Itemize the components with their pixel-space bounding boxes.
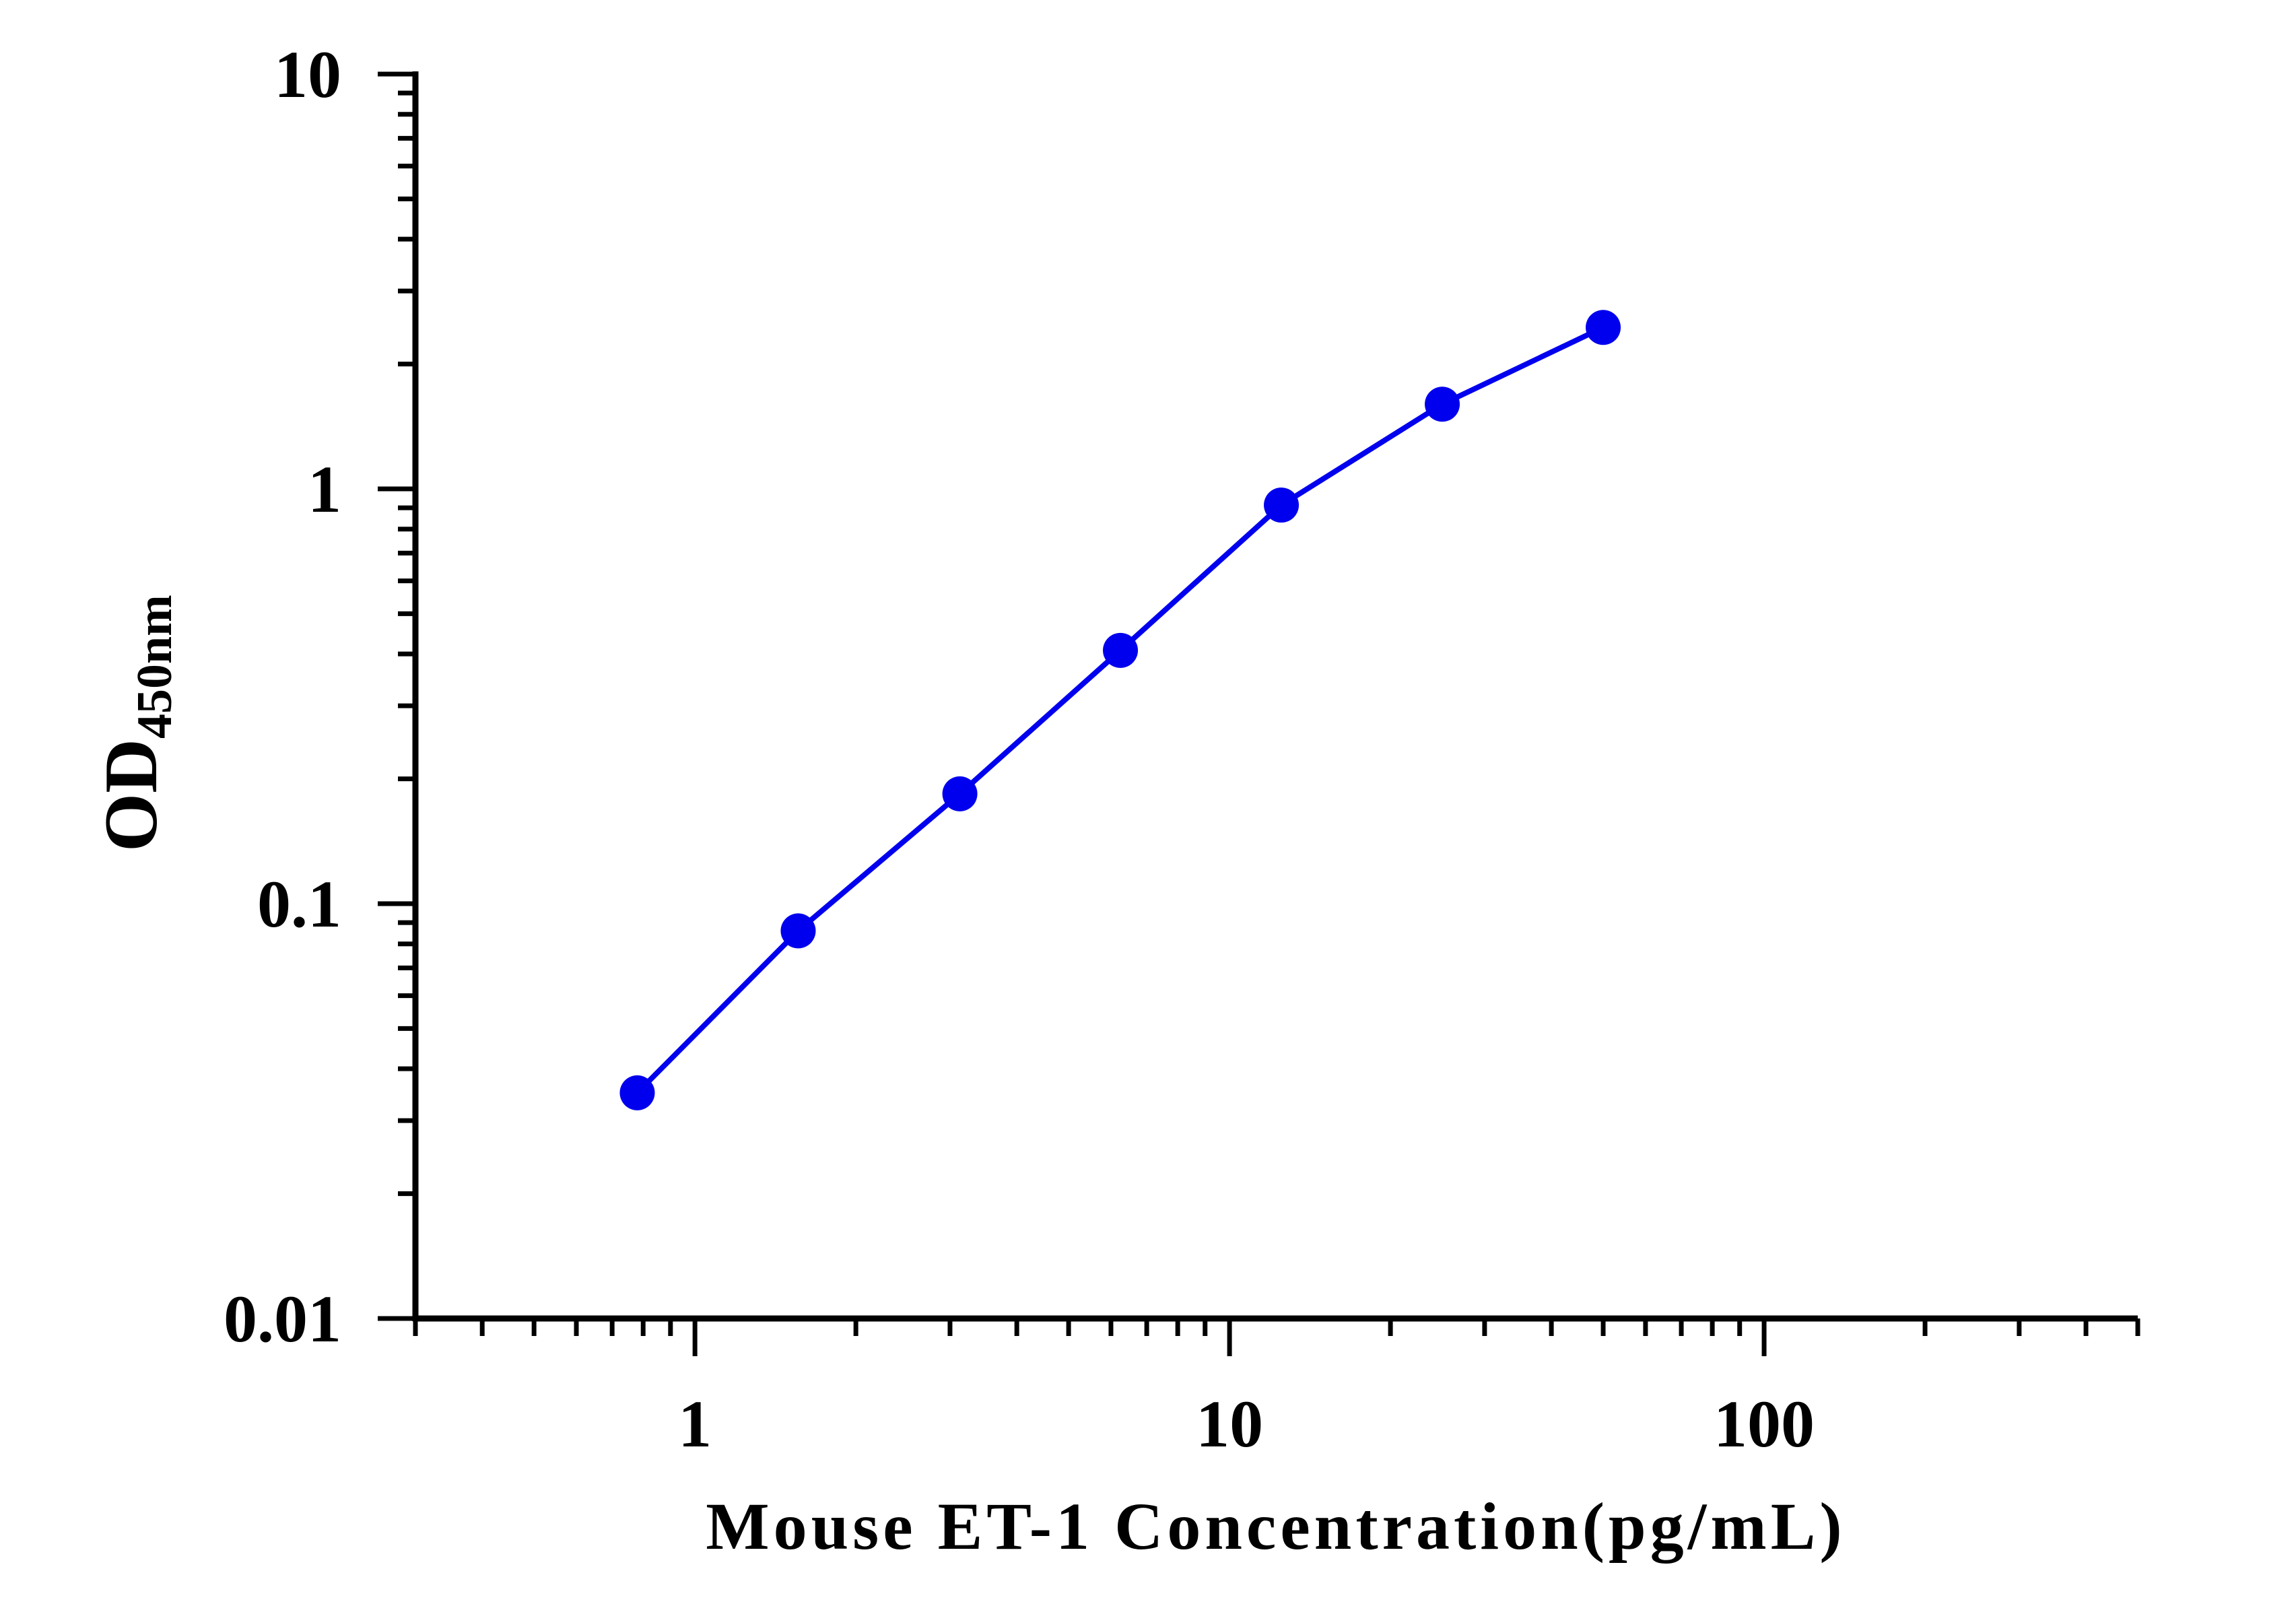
data-point bbox=[1425, 387, 1460, 422]
axes: 0.01 0.1 1 10 1 10 100 bbox=[224, 37, 2140, 1461]
data-point bbox=[1586, 310, 1621, 345]
data-point bbox=[1103, 632, 1139, 668]
y-axis-title-subscript: 450nm bbox=[127, 595, 182, 739]
y-axis-title: OD450nm bbox=[90, 595, 182, 852]
y-axis-tick-labels: 0.01 0.1 1 10 bbox=[224, 37, 341, 1356]
y-axis-ticks bbox=[378, 71, 415, 1321]
x-tick-label: 10 bbox=[1196, 1386, 1263, 1461]
data-point bbox=[780, 913, 816, 949]
data-point bbox=[619, 1075, 655, 1110]
x-axis-title: Mouse ET-1 Concentration(pg/mL) bbox=[706, 1489, 1846, 1564]
data-point bbox=[942, 776, 978, 811]
data-point bbox=[1264, 488, 1299, 523]
plot-area bbox=[619, 310, 1621, 1110]
x-axis-tick-labels: 1 10 100 bbox=[678, 1386, 1815, 1461]
y-tick-label: 10 bbox=[274, 37, 341, 112]
data-points bbox=[619, 310, 1621, 1110]
y-tick-label: 1 bbox=[308, 452, 341, 527]
svg-text:OD450nm: OD450nm bbox=[90, 595, 182, 852]
x-tick-label: 100 bbox=[1714, 1386, 1815, 1461]
y-axis-title-main: OD bbox=[90, 739, 173, 852]
y-tick-label: 0.01 bbox=[224, 1281, 341, 1356]
x-tick-label: 1 bbox=[678, 1386, 712, 1461]
series-line bbox=[635, 325, 1605, 1095]
x-axis-ticks bbox=[413, 1318, 2140, 1356]
y-tick-label: 0.1 bbox=[257, 867, 341, 941]
